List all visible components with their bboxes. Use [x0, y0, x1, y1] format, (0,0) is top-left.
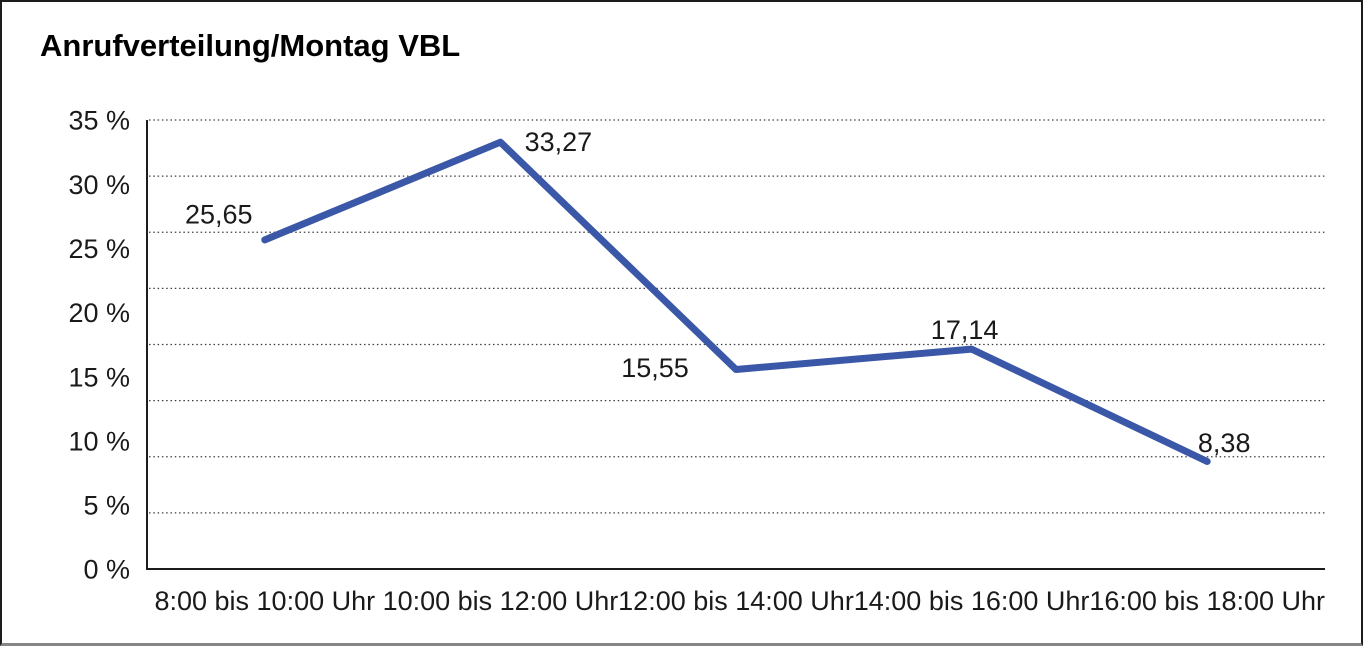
y-tick-label: 15 %	[68, 362, 130, 392]
x-tick-label: 14:00 bis 16:00 Uhr	[854, 586, 1090, 616]
y-tick-label: 5 %	[83, 491, 130, 521]
x-tick-label: 12:00 bis 14:00 Uhr	[618, 586, 854, 616]
axes	[146, 120, 1325, 570]
data-label: 33,27	[525, 127, 593, 157]
gridlines	[149, 119, 1325, 514]
y-tick-label: 10 %	[68, 426, 130, 456]
data-label: 17,14	[931, 315, 999, 345]
series-line	[261, 138, 1211, 465]
data-label: 25,65	[185, 200, 253, 230]
data-labels: 25,65 33,27 15,55 17,14 8,38	[185, 127, 1250, 458]
y-tick-label: 20 %	[68, 298, 130, 328]
y-tick-label: 30 %	[68, 170, 130, 200]
series	[261, 138, 1211, 465]
y-tick-label: 0 %	[83, 555, 130, 585]
data-label: 15,55	[621, 353, 689, 383]
data-label: 8,38	[1198, 428, 1251, 458]
chart-title: Anrufverteilung/Montag VBL	[40, 28, 461, 63]
y-tick-label: 35 %	[68, 106, 130, 136]
x-tick-label: 16:00 bis 18:00 Uhr	[1089, 586, 1325, 616]
y-tick-label: 25 %	[68, 234, 130, 264]
x-axis-labels: 8:00 bis 10:00 Uhr 10:00 bis 12:00 Uhr 12:…	[154, 586, 1325, 616]
x-tick-label: 8:00 bis 10:00 Uhr	[154, 586, 375, 616]
x-tick-label: 10:00 bis 12:00 Uhr	[383, 586, 619, 616]
y-axis-labels: 35 % 30 % 25 % 20 % 15 % 10 % 5 % 0 %	[68, 106, 130, 585]
